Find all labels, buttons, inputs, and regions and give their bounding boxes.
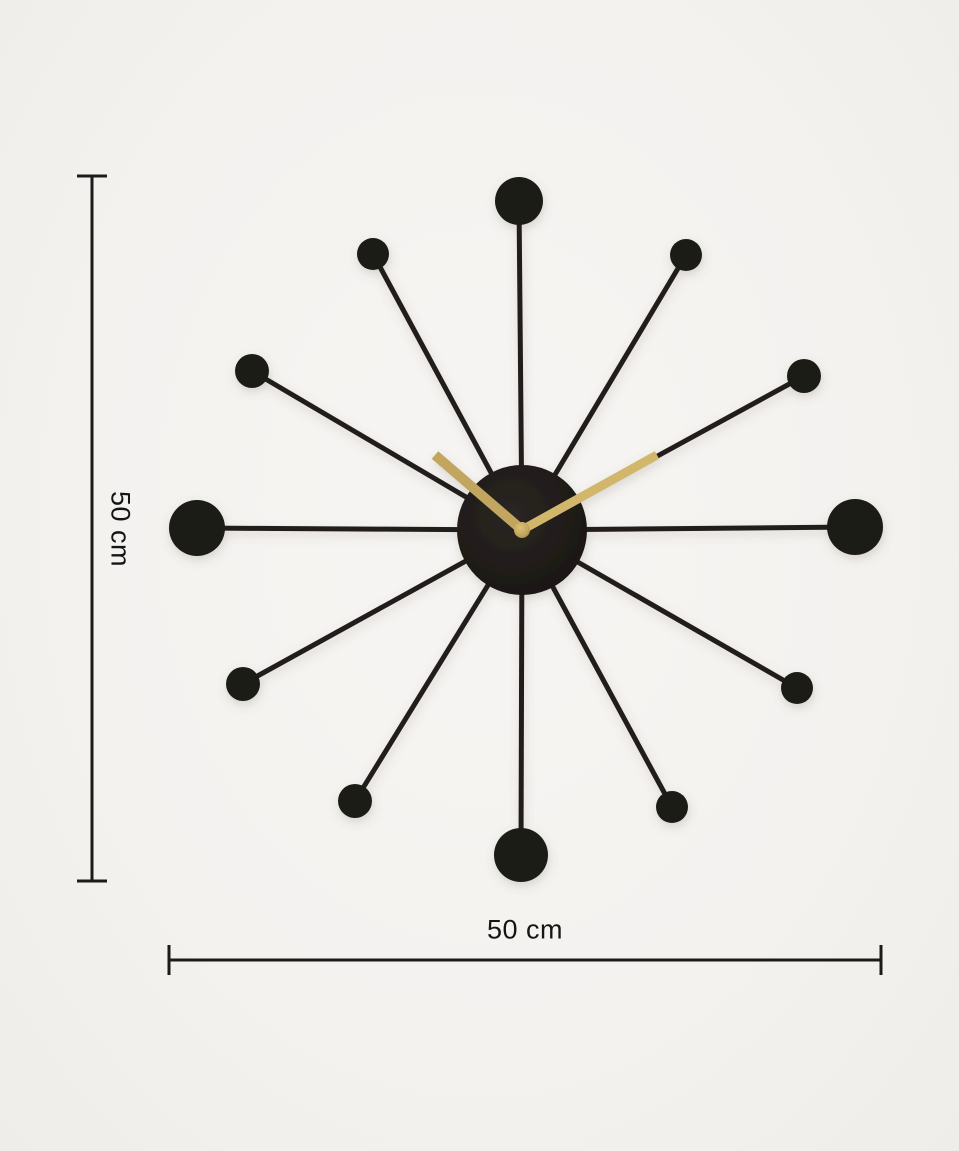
width-dimension-label: 50 cm — [486, 914, 564, 945]
minute-hand — [519, 451, 660, 534]
ball-clock-illustration — [169, 177, 883, 882]
clock-ball-2 — [787, 359, 821, 393]
height-dimension-label: 50 cm — [105, 490, 136, 568]
clock-ball-10 — [235, 354, 269, 388]
clock-ball-1 — [670, 239, 702, 271]
clock-ball-3 — [827, 499, 883, 555]
clock-ball-9 — [169, 500, 225, 556]
dimension-annotations — [77, 174, 883, 975]
clock-ball-4 — [781, 672, 813, 704]
clock-ball-8 — [226, 667, 260, 701]
clock-ball-11 — [357, 238, 389, 270]
hour-hand — [431, 451, 526, 534]
clock-ball-5 — [656, 791, 688, 823]
clock-ball-7 — [338, 784, 372, 818]
clock-ball-12 — [495, 177, 543, 225]
clock-center-pin — [514, 522, 530, 538]
clock-ball-6 — [494, 828, 548, 882]
